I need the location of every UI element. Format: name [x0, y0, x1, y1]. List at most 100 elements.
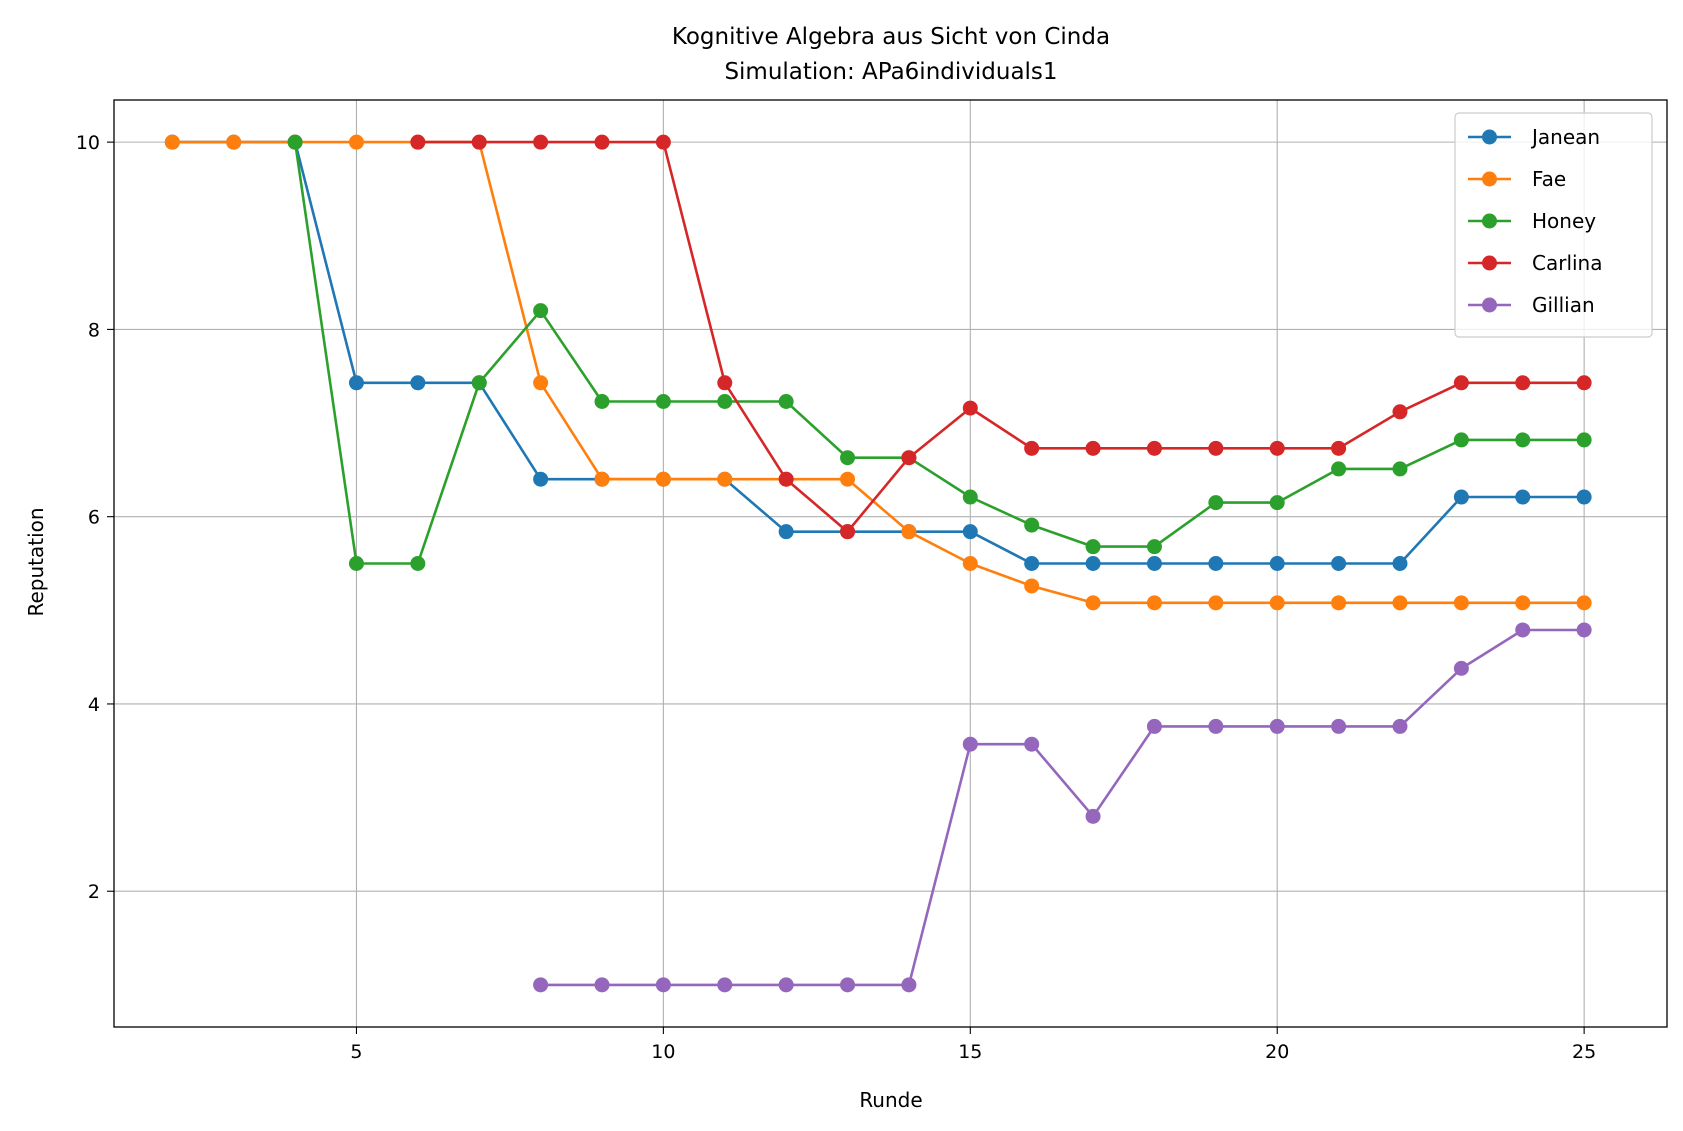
data-point-janean [1024, 556, 1040, 571]
legend-label: Carlina [1532, 251, 1603, 275]
y-axis-label: Reputation [24, 507, 48, 616]
legend-marker [1482, 129, 1497, 145]
chart-subtitle: Simulation: APa6individuals1 [724, 59, 1057, 85]
data-point-honey [1392, 461, 1408, 477]
data-point-honey [840, 450, 856, 466]
data-point-carlina [1024, 440, 1040, 456]
legend-item-fae: Fae [1468, 167, 1566, 191]
legend-box [1454, 112, 1653, 338]
data-point-fae [1392, 595, 1408, 611]
data-point-janean [410, 375, 426, 391]
data-point-janean [1269, 556, 1285, 571]
legend-item-gillian: Gillian [1468, 293, 1595, 317]
data-point-fae [1085, 595, 1101, 611]
legend-marker [1482, 171, 1497, 187]
data-point-fae [348, 134, 364, 150]
legend: Janean Fae Honey Carlina Gillian [1454, 112, 1653, 338]
data-point-janean [1331, 556, 1347, 571]
y-tick-label: 4 [88, 694, 100, 716]
x-tick-label: 5 [350, 1041, 362, 1063]
data-point-fae [1331, 595, 1347, 611]
y-tick-label: 10 [76, 132, 100, 154]
data-point-gillian [1024, 736, 1040, 752]
series-line-fae [172, 140, 1585, 605]
data-point-carlina [1085, 440, 1101, 456]
data-point-gillian [778, 977, 794, 993]
y-tick-label: 8 [88, 319, 100, 341]
data-point-fae [226, 134, 242, 150]
data-point-honey [533, 303, 549, 319]
data-point-fae [1146, 595, 1162, 611]
x-tick-label: 10 [651, 1041, 675, 1063]
chart-title: Kognitive Algebra aus Sicht von Cinda [672, 24, 1110, 50]
data-point-janean [1515, 489, 1531, 505]
data-point-honey [778, 394, 794, 410]
data-point-honey [410, 556, 426, 571]
data-point-gillian [901, 977, 917, 993]
series-gillian [533, 622, 1592, 993]
data-point-gillian [1576, 622, 1592, 638]
legend-item-honey: Honey [1468, 209, 1596, 233]
data-point-janean [962, 524, 978, 540]
data-point-janean [1453, 489, 1469, 505]
data-point-gillian [1453, 660, 1469, 676]
legend-label: Fae [1532, 167, 1566, 191]
data-point-janean [533, 471, 549, 487]
legend-marker [1482, 213, 1497, 229]
data-point-gillian [533, 977, 549, 993]
series-line-gillian [540, 628, 1585, 987]
data-point-honey [1576, 432, 1592, 448]
data-point-honey [717, 394, 733, 410]
data-point-janean [1208, 556, 1224, 571]
data-point-carlina [778, 471, 794, 487]
data-point-fae [1269, 595, 1285, 611]
legend-label: Janean [1530, 125, 1600, 149]
data-point-honey [348, 556, 364, 571]
data-point-gillian [1085, 808, 1101, 824]
data-point-fae [533, 375, 549, 391]
data-point-honey [471, 375, 487, 391]
data-point-honey [1515, 432, 1531, 448]
grid [114, 100, 1667, 1027]
legend-item-carlina: Carlina [1468, 251, 1603, 275]
data-point-fae [840, 471, 856, 487]
data-point-carlina [410, 134, 426, 150]
data-point-janean [1085, 556, 1101, 571]
data-point-carlina [594, 134, 610, 150]
x-axis-label: Runde [859, 1088, 922, 1112]
x-tick-label: 25 [1572, 1041, 1596, 1063]
data-point-honey [1085, 539, 1101, 555]
series-carlina [410, 134, 1592, 540]
data-point-honey [1269, 495, 1285, 511]
data-point-gillian [1331, 718, 1347, 734]
data-point-carlina [1208, 440, 1224, 456]
data-point-gillian [1392, 718, 1408, 734]
data-point-fae [164, 134, 180, 150]
data-point-honey [1331, 461, 1347, 477]
x-tick-label: 20 [1265, 1041, 1289, 1063]
data-point-fae [1024, 578, 1040, 594]
data-point-fae [655, 471, 671, 487]
data-point-janean [1146, 556, 1162, 571]
data-point-gillian [594, 977, 610, 993]
data-point-fae [594, 471, 610, 487]
data-point-honey [1208, 495, 1224, 511]
data-point-gillian [1208, 718, 1224, 734]
data-point-honey [655, 394, 671, 410]
axis-ticks: 5 10 15 20 25 2 4 6 8 10 [76, 132, 1596, 1063]
data-point-carlina [1515, 375, 1531, 391]
data-point-fae [962, 556, 978, 571]
data-point-fae [1453, 595, 1469, 611]
data-point-gillian [655, 977, 671, 993]
data-point-gillian [1515, 622, 1531, 638]
data-point-carlina [1576, 375, 1592, 391]
data-point-fae [1515, 595, 1531, 611]
data-point-janean [1576, 489, 1592, 505]
legend-label: Gillian [1532, 293, 1595, 317]
data-point-janean [1392, 556, 1408, 571]
series-line-honey [293, 141, 1585, 565]
data-point-honey [1453, 432, 1469, 448]
data-point-gillian [840, 977, 856, 993]
y-tick-label: 6 [88, 507, 100, 529]
